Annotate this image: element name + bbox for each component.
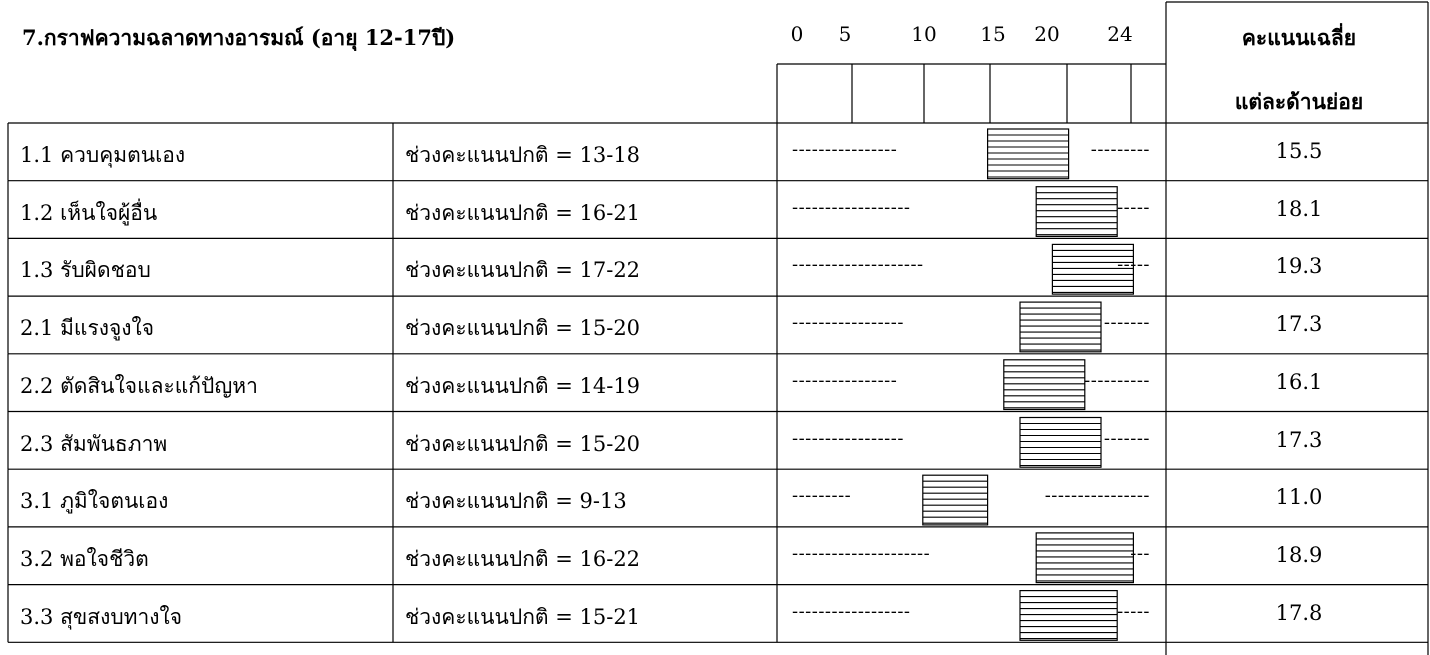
row-average-score: 16.1 bbox=[1275, 369, 1323, 394]
tick-label: 20 bbox=[1034, 22, 1060, 46]
row-normal-range-text: ช่วงคะแนนปกติ = 15-21 bbox=[405, 604, 641, 629]
row-dash-left: --------- bbox=[792, 485, 852, 507]
row-average-score: 15.5 bbox=[1275, 139, 1323, 163]
score-header-line2: แต่ละด้านย่อย bbox=[1234, 89, 1364, 114]
row-dash-left: ---------------- bbox=[792, 139, 898, 160]
score-header-line1: คะแนนเฉลี่ย bbox=[1241, 25, 1357, 50]
row-normal-range-text: ช่วงคะแนนปกติ = 13-18 bbox=[405, 143, 641, 167]
row-item-label: 2.3 สัมพันธภาพ bbox=[20, 431, 168, 456]
row-average-score: 18.1 bbox=[1275, 196, 1323, 221]
tick-label: 0 bbox=[790, 22, 804, 46]
tick-label: 5 bbox=[838, 22, 852, 46]
row-dash-left: ----------------- bbox=[792, 312, 904, 334]
chart-title: 7.กราฟความฉลาดทางอารมณ์ (อายุ 12-17ปี) bbox=[22, 25, 456, 50]
normal-range-box bbox=[1051, 243, 1135, 295]
row-item-label: 2.2 ตัดสินใจและแก้ปัญหา bbox=[20, 373, 258, 398]
row-item-label: 1.3 รับผิดชอบ bbox=[20, 258, 151, 283]
normal-range-box bbox=[1019, 416, 1102, 468]
row-item-label: 1.2 เห็นใจผู้อื่น bbox=[20, 200, 158, 225]
row-normal-range-text: ช่วงคะแนนปกติ = 15-20 bbox=[405, 431, 641, 456]
normal-range-box bbox=[1035, 186, 1118, 237]
normal-range-box bbox=[1019, 301, 1102, 353]
row-normal-range-text: ช่วงคะแนนปกติ = 9-13 bbox=[405, 489, 627, 514]
row-average-score: 11.0 bbox=[1275, 485, 1323, 510]
row-item-label: 1.1 ควบคุมตนเอง bbox=[20, 143, 186, 167]
row-dash-left: -------------------- bbox=[792, 254, 924, 276]
row-dash-right: --- bbox=[1130, 542, 1150, 564]
row-normal-range-text: ช่วงคะแนนปกติ = 17-22 bbox=[405, 258, 641, 283]
row-dash-left: ---------------- bbox=[792, 369, 898, 391]
row-dash-right: ----- bbox=[1117, 196, 1150, 218]
row-dash-right: ---------- bbox=[1084, 369, 1150, 391]
row-item-label: 3.3 สุขสงบทางใจ bbox=[20, 604, 183, 629]
row-dash-right: ---------------- bbox=[1044, 485, 1150, 507]
normal-range-box bbox=[1019, 589, 1118, 641]
row-item-label: 3.1 ภูมิใจตนเอง bbox=[20, 489, 169, 514]
row-dash-right: --------- bbox=[1090, 139, 1150, 160]
row-average-score: 17.8 bbox=[1275, 600, 1323, 625]
row-dash-left: ----------------- bbox=[792, 427, 904, 449]
normal-range-box bbox=[1035, 532, 1134, 584]
row-average-score: 19.3 bbox=[1275, 254, 1323, 279]
row-normal-range-text: ช่วงคะแนนปกติ = 16-21 bbox=[405, 200, 641, 225]
row-item-label: 3.2 พอใจชีวิต bbox=[20, 546, 149, 571]
tick-label: 15 bbox=[980, 22, 1006, 46]
row-average-score: 17.3 bbox=[1275, 427, 1323, 452]
row-item-label: 2.1 มีแรงจูงใจ bbox=[20, 316, 155, 341]
row-average-score: 17.3 bbox=[1275, 312, 1323, 337]
normal-range-box bbox=[986, 128, 1070, 180]
row-average-score: 18.9 bbox=[1275, 542, 1323, 567]
row-normal-range-text: ช่วงคะแนนปกติ = 16-22 bbox=[405, 546, 641, 571]
tick-label: 10 bbox=[911, 22, 937, 46]
row-normal-range-text: ช่วงคะแนนปกติ = 14-19 bbox=[405, 373, 641, 398]
row-dash-left: ------------------ bbox=[792, 196, 911, 218]
row-dash-left: ------------------ bbox=[792, 600, 911, 622]
row-dash-right: ----- bbox=[1117, 600, 1150, 622]
row-normal-range-text: ช่วงคะแนนปกติ = 15-20 bbox=[405, 316, 641, 341]
tick-label: 24 bbox=[1107, 22, 1133, 46]
normal-range-box bbox=[1003, 359, 1086, 411]
row-dash-left: --------------------- bbox=[792, 542, 931, 564]
row-dash-right: ------- bbox=[1103, 427, 1150, 449]
normal-range-box bbox=[922, 474, 989, 526]
row-dash-right: ------- bbox=[1103, 312, 1150, 334]
row-dash-right: ----- bbox=[1117, 254, 1150, 276]
